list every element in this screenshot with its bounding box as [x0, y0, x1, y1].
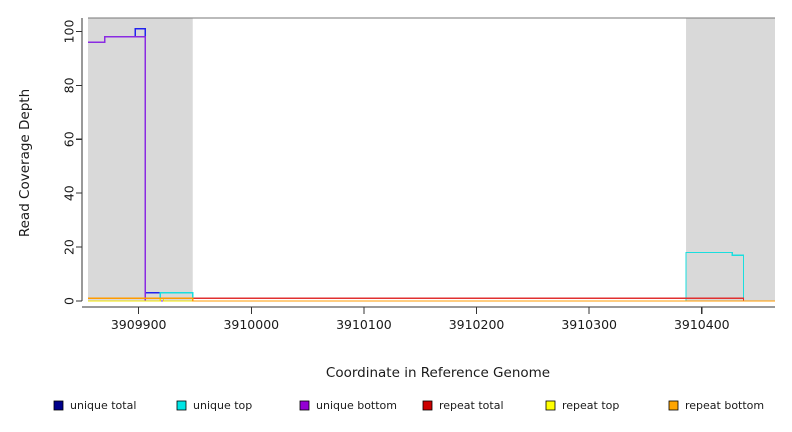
- y-tick-label: 40: [62, 185, 77, 201]
- legend-label: repeat bottom: [685, 399, 764, 412]
- x-tick-label: 3910000: [223, 317, 279, 332]
- y-tick-label: 20: [62, 239, 77, 255]
- legend-item-unique-bottom[interactable]: unique bottom: [299, 399, 397, 412]
- legend-swatch-icon: [545, 400, 556, 411]
- legend-swatch-icon: [422, 400, 433, 411]
- y-tick-labels: 0 20 40 60 80 100: [62, 20, 77, 305]
- legend-item-unique-total[interactable]: unique total: [53, 399, 136, 412]
- y-tick-label: 100: [62, 20, 77, 44]
- legend-label: unique total: [70, 399, 136, 412]
- legend-item-repeat-bottom[interactable]: repeat bottom: [668, 399, 764, 412]
- y-tick-label: 0: [62, 297, 77, 305]
- legend-item-unique-top[interactable]: unique top: [176, 399, 252, 412]
- y-axis-title: Read Coverage Depth: [17, 89, 33, 237]
- legend-label: unique bottom: [316, 399, 397, 412]
- legend-item-repeat-top[interactable]: repeat top: [545, 399, 619, 412]
- x-axis: [82, 306, 775, 314]
- shaded-region-right: [686, 18, 775, 301]
- legend-label: repeat top: [562, 399, 619, 412]
- legend-swatch-icon: [668, 400, 679, 411]
- legend-label: unique top: [193, 399, 252, 412]
- y-tick-marks: [76, 30, 82, 302]
- y-tick-label: 80: [62, 77, 77, 93]
- legend-swatch-icon: [53, 400, 64, 411]
- x-axis-title: Coordinate in Reference Genome: [326, 365, 550, 381]
- x-tick-label: 3910200: [449, 317, 505, 332]
- x-tick-marks: [138, 307, 703, 314]
- x-tick-label: 3910300: [561, 317, 617, 332]
- data-series-group: [88, 28, 775, 302]
- x-tick-label: 3910100: [336, 317, 392, 332]
- shaded-regions-group: [88, 18, 775, 301]
- legend-swatch-icon: [299, 400, 310, 411]
- series-unique-top: [88, 251, 775, 302]
- y-axis: [76, 18, 83, 302]
- legend-swatch-icon: [176, 400, 187, 411]
- legend-item-repeat-total[interactable]: repeat total: [422, 399, 504, 412]
- x-tick-label: 3910400: [674, 317, 730, 332]
- x-tick-label: 3909900: [111, 317, 167, 332]
- x-tick-labels: 3909900 3910000 3910100 3910200 3910300 39104…: [111, 317, 730, 332]
- shaded-region-left: [88, 18, 193, 301]
- series-repeat-bottom: [88, 297, 775, 302]
- y-tick-label: 60: [62, 131, 77, 147]
- legend: unique total unique top unique bottom repea…: [53, 399, 764, 412]
- legend-label: repeat total: [439, 399, 504, 412]
